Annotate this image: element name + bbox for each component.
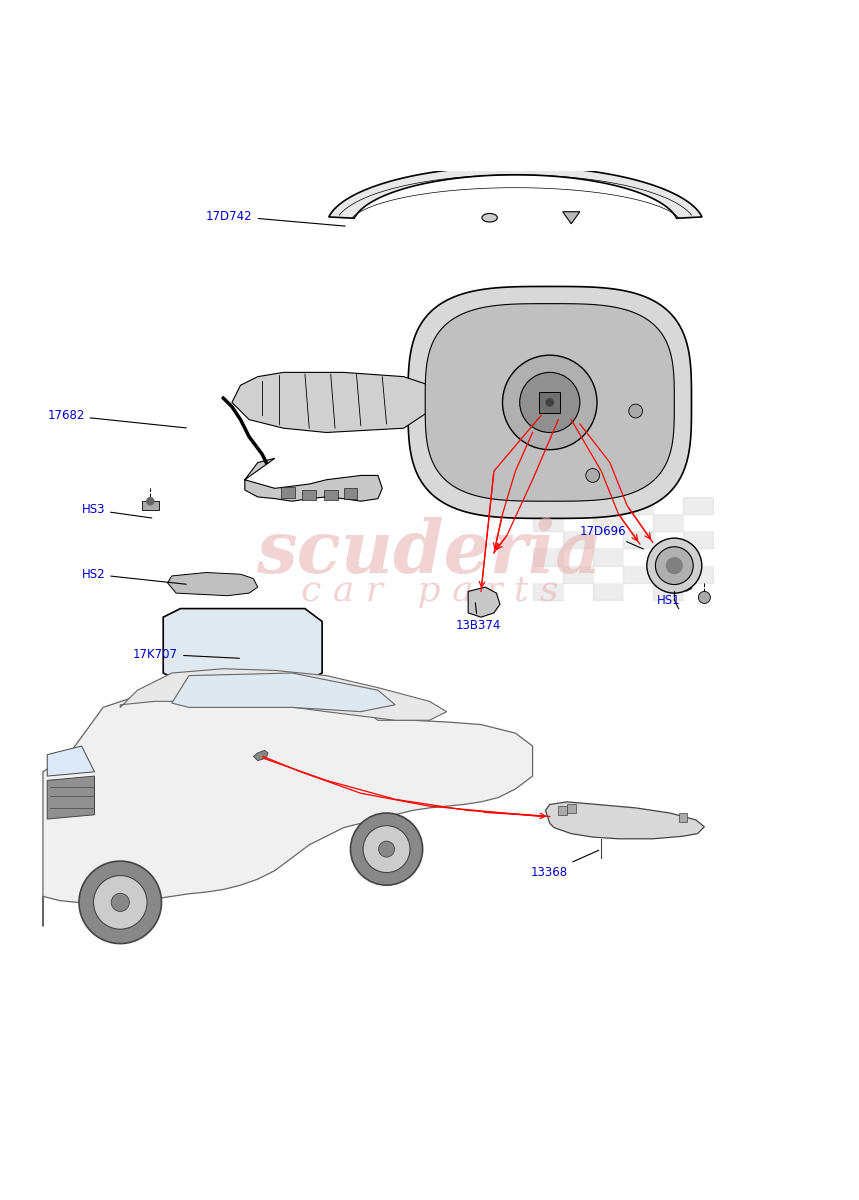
Circle shape bbox=[520, 372, 580, 432]
Bar bbox=[563, 548, 593, 565]
Bar bbox=[683, 548, 713, 565]
Text: 17D696: 17D696 bbox=[580, 524, 643, 550]
Bar bbox=[533, 565, 563, 583]
Circle shape bbox=[363, 826, 410, 872]
Bar bbox=[563, 532, 593, 548]
Polygon shape bbox=[172, 673, 395, 712]
Circle shape bbox=[350, 814, 423, 886]
Circle shape bbox=[666, 557, 683, 575]
Bar bbox=[593, 514, 623, 532]
Bar bbox=[563, 565, 593, 583]
Circle shape bbox=[379, 841, 394, 857]
Bar bbox=[302, 490, 316, 500]
Bar bbox=[533, 532, 563, 548]
Polygon shape bbox=[47, 776, 94, 820]
Bar bbox=[593, 565, 623, 583]
Polygon shape bbox=[408, 287, 691, 518]
Polygon shape bbox=[253, 750, 268, 761]
Polygon shape bbox=[47, 746, 94, 776]
Bar bbox=[683, 514, 713, 532]
Bar bbox=[679, 814, 687, 822]
Text: 13368: 13368 bbox=[531, 851, 599, 878]
Circle shape bbox=[146, 497, 155, 505]
Bar bbox=[593, 532, 623, 548]
Bar bbox=[683, 565, 713, 583]
Circle shape bbox=[629, 404, 643, 418]
Bar bbox=[344, 488, 357, 499]
Circle shape bbox=[94, 876, 147, 929]
Bar bbox=[653, 532, 683, 548]
Text: 17K707: 17K707 bbox=[133, 648, 240, 661]
Circle shape bbox=[655, 547, 693, 584]
Circle shape bbox=[647, 538, 702, 593]
Bar bbox=[623, 565, 653, 583]
Text: HS1: HS1 bbox=[657, 588, 691, 606]
Bar bbox=[593, 497, 623, 514]
Circle shape bbox=[545, 398, 554, 407]
Bar bbox=[563, 514, 593, 532]
Text: c a r   p a r t s: c a r p a r t s bbox=[301, 575, 558, 608]
Bar bbox=[623, 548, 653, 565]
Text: 13B374: 13B374 bbox=[455, 602, 501, 632]
Bar bbox=[683, 583, 713, 600]
Bar bbox=[533, 497, 563, 514]
Bar bbox=[623, 532, 653, 548]
Circle shape bbox=[79, 862, 161, 943]
Polygon shape bbox=[163, 608, 322, 682]
Polygon shape bbox=[563, 211, 580, 223]
Bar bbox=[683, 497, 713, 514]
Circle shape bbox=[698, 592, 710, 604]
Polygon shape bbox=[168, 572, 258, 595]
Bar bbox=[653, 583, 683, 600]
Bar bbox=[558, 806, 567, 815]
Text: scuderia: scuderia bbox=[257, 517, 602, 588]
Bar bbox=[653, 497, 683, 514]
Bar bbox=[623, 497, 653, 514]
Bar bbox=[281, 487, 295, 498]
Bar bbox=[142, 502, 159, 510]
Bar bbox=[653, 565, 683, 583]
Bar bbox=[593, 548, 623, 565]
Polygon shape bbox=[245, 458, 382, 502]
Bar bbox=[653, 514, 683, 532]
Polygon shape bbox=[329, 167, 702, 218]
Bar bbox=[533, 514, 563, 532]
Bar bbox=[623, 514, 653, 532]
Polygon shape bbox=[120, 668, 447, 720]
Text: 17D742: 17D742 bbox=[206, 210, 345, 226]
Bar bbox=[683, 532, 713, 548]
Text: HS3: HS3 bbox=[82, 503, 152, 518]
Bar bbox=[653, 548, 683, 565]
Circle shape bbox=[503, 355, 597, 450]
Bar bbox=[563, 497, 593, 514]
Bar bbox=[539, 392, 560, 413]
Circle shape bbox=[586, 468, 600, 482]
Bar bbox=[324, 490, 338, 500]
Bar bbox=[623, 583, 653, 600]
Text: 17682: 17682 bbox=[47, 409, 186, 428]
Bar bbox=[593, 583, 623, 600]
Polygon shape bbox=[425, 304, 674, 502]
Polygon shape bbox=[545, 802, 704, 839]
Polygon shape bbox=[232, 372, 430, 432]
Bar bbox=[533, 548, 563, 565]
Text: HS2: HS2 bbox=[82, 568, 186, 584]
Polygon shape bbox=[468, 587, 500, 617]
Bar bbox=[567, 804, 576, 814]
Ellipse shape bbox=[482, 214, 497, 222]
Polygon shape bbox=[43, 688, 533, 926]
Bar bbox=[533, 583, 563, 600]
Circle shape bbox=[111, 893, 130, 912]
Bar bbox=[563, 583, 593, 600]
